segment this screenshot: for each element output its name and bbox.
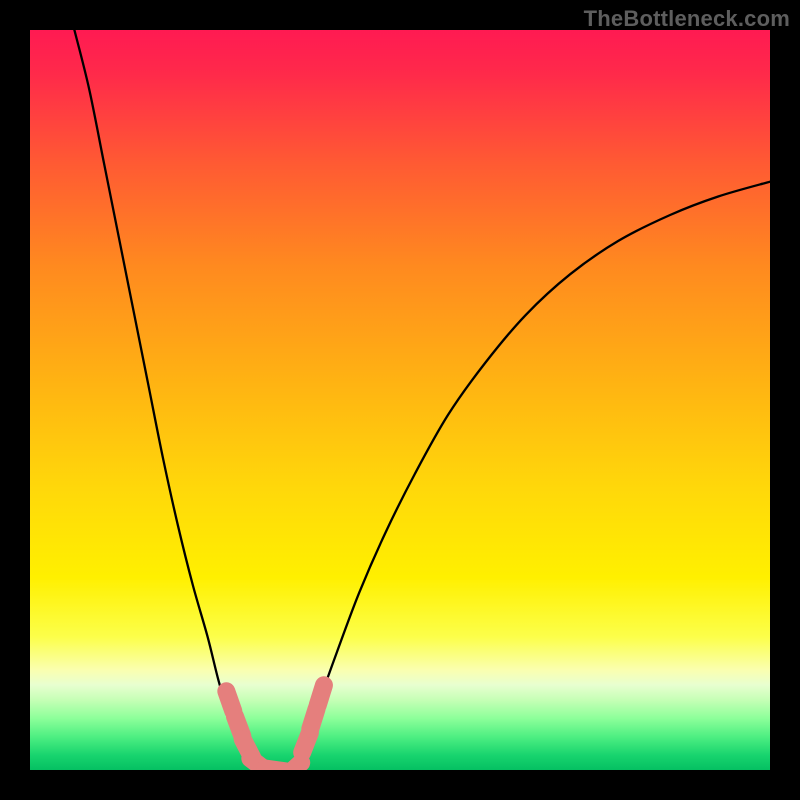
bottleneck-chart <box>30 30 770 770</box>
marker-point <box>286 763 302 770</box>
marker-point <box>318 685 324 705</box>
chart-background <box>30 30 770 770</box>
watermark-text: TheBottleneck.com <box>584 6 790 32</box>
